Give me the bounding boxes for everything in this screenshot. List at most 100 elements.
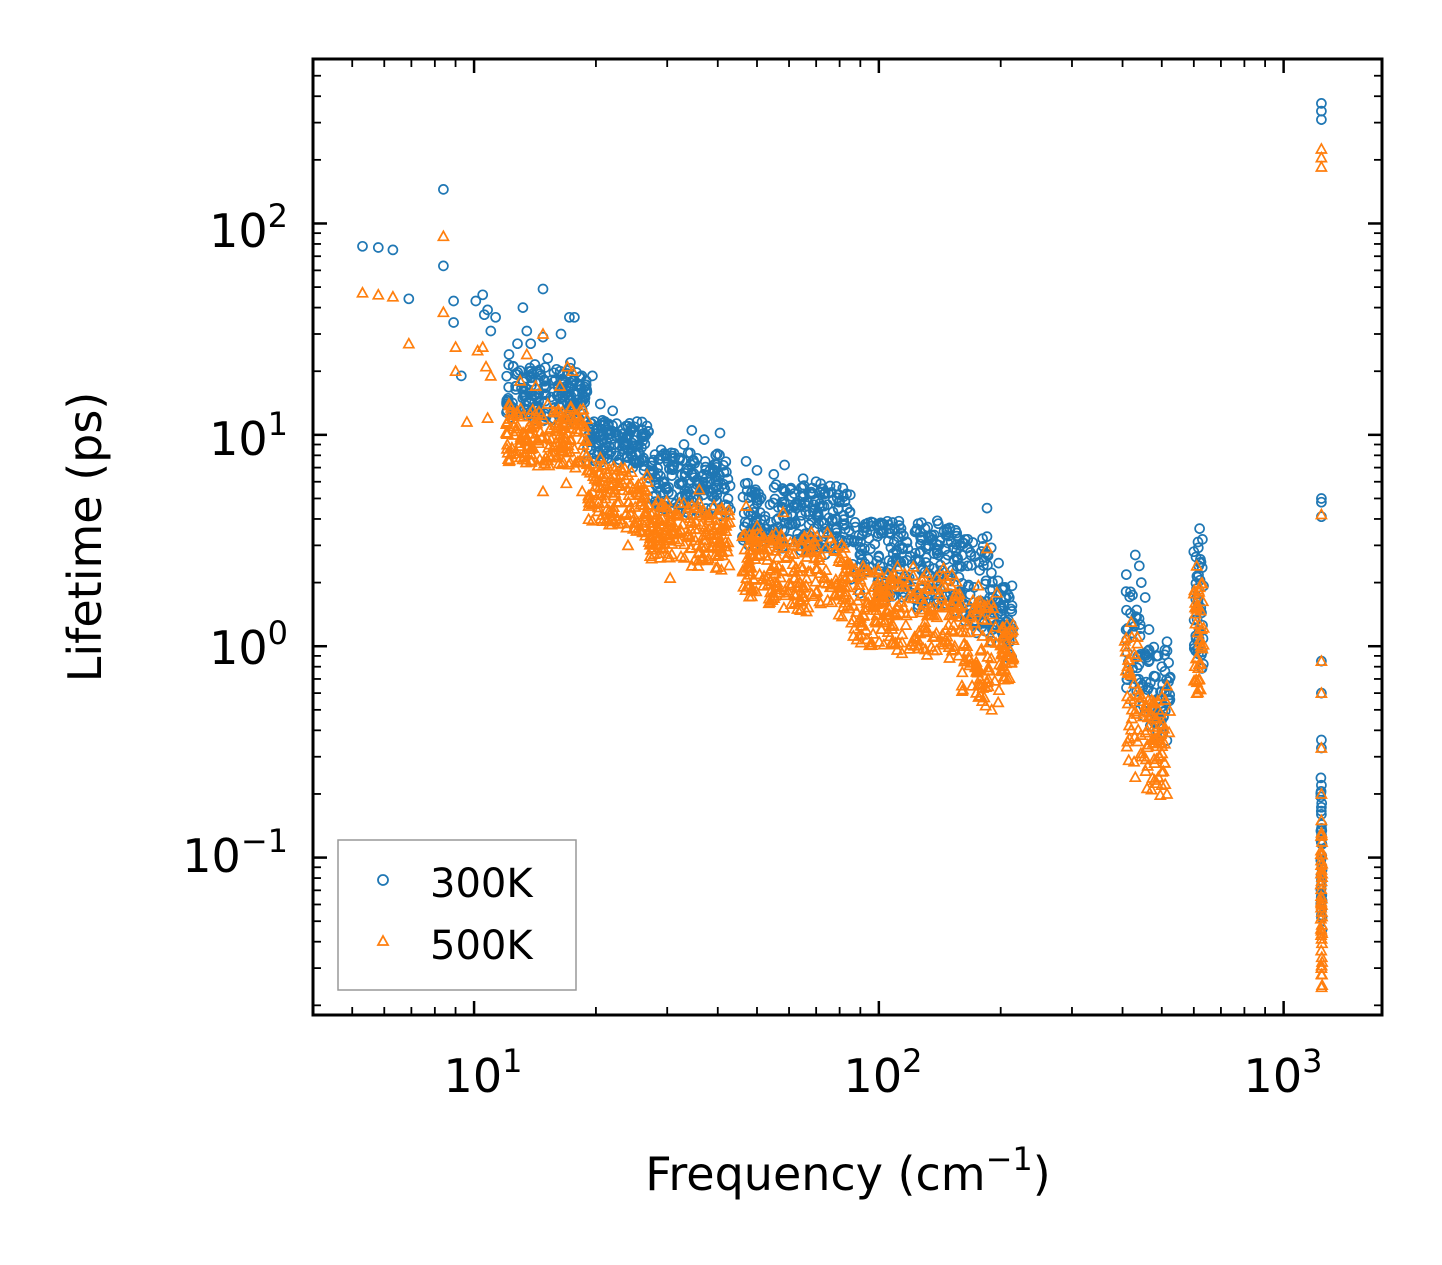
- data-point: [663, 571, 677, 583]
- data-point: [1130, 630, 1144, 642]
- data-point: [601, 437, 613, 449]
- data-point: [709, 470, 721, 481]
- data-point: [742, 561, 756, 573]
- data-point: [941, 526, 953, 538]
- data-point: [372, 242, 384, 253]
- data-point: [1124, 615, 1138, 627]
- data-point: [953, 599, 967, 611]
- data-point: [876, 525, 887, 537]
- data-point: [787, 547, 800, 560]
- data-point: [579, 392, 591, 404]
- data-point: [852, 535, 863, 547]
- data-point: [798, 480, 810, 491]
- data-point: [938, 600, 952, 613]
- data-point: [448, 317, 459, 328]
- data-point: [722, 503, 736, 516]
- data-point: [1141, 705, 1155, 718]
- data-point: [1315, 980, 1329, 993]
- data-point: [751, 549, 765, 561]
- series-500k: [356, 142, 1329, 993]
- data-point: [655, 511, 669, 524]
- data-point: [549, 450, 563, 463]
- data-point: [569, 417, 582, 430]
- data-point: [960, 639, 974, 652]
- data-point: [855, 548, 867, 560]
- data-point: [683, 530, 697, 543]
- data-point: [502, 412, 516, 424]
- x-tick-labels: 101 102 103: [444, 1042, 1323, 1103]
- data-point: [1314, 787, 1328, 799]
- data-point: [598, 470, 612, 483]
- data-point: [580, 412, 594, 424]
- data-point: [484, 369, 498, 381]
- legend-box: [337, 839, 577, 991]
- data-point: [1190, 686, 1204, 698]
- data-point: [924, 577, 938, 589]
- data-point: [715, 521, 729, 534]
- data-point: [1315, 772, 1327, 784]
- data-point: [544, 432, 558, 445]
- data-point: [645, 551, 659, 564]
- data-point: [721, 544, 735, 557]
- data-point: [665, 523, 679, 536]
- data-point: [795, 533, 809, 546]
- data-point: [1140, 781, 1154, 794]
- data-point: [742, 517, 753, 529]
- data-point: [985, 607, 999, 620]
- data-point: [580, 379, 591, 391]
- data-point: [371, 288, 385, 300]
- data-point: [743, 568, 757, 580]
- data-point: [1119, 631, 1133, 643]
- data-point: [683, 541, 697, 553]
- data-point: [512, 338, 523, 350]
- data-point: [767, 532, 781, 545]
- data-point: [525, 453, 538, 466]
- data-point: [869, 597, 883, 610]
- data-point: [965, 679, 979, 691]
- data-point: [820, 525, 834, 538]
- data-point: [918, 615, 932, 627]
- data-point: [1196, 594, 1210, 607]
- data-point: [742, 579, 756, 592]
- data-point: [485, 325, 497, 337]
- data-point: [805, 587, 819, 600]
- data-point: [1143, 624, 1155, 635]
- data-point: [995, 658, 1009, 671]
- y-axis-label: Lifetime (ps): [58, 392, 112, 683]
- data-point: [895, 627, 909, 640]
- data-point: [591, 504, 605, 517]
- data-point: [650, 521, 664, 534]
- data-point: [648, 454, 659, 466]
- data-point: [1161, 645, 1173, 657]
- data-point: [1163, 704, 1177, 716]
- data-point: [857, 563, 871, 575]
- data-point: [801, 600, 815, 613]
- data-point: [788, 501, 800, 512]
- data-point: [577, 446, 591, 458]
- data-point: [1002, 671, 1016, 683]
- data-point: [1155, 739, 1169, 752]
- data-point: [958, 653, 972, 665]
- data-point: [477, 289, 489, 301]
- data-point: [881, 567, 895, 580]
- data-point: [664, 463, 675, 475]
- x-axis-label: Frequency (cm−1): [645, 1140, 1050, 1201]
- data-point: [927, 608, 941, 621]
- data-point: [621, 538, 635, 551]
- data-point: [724, 480, 736, 492]
- data-point: [356, 286, 369, 298]
- data-point: [471, 343, 485, 356]
- data-point: [861, 590, 875, 602]
- data-point: [810, 476, 822, 488]
- data-point: [670, 509, 684, 521]
- data-point: [582, 499, 596, 511]
- data-point: [536, 484, 550, 497]
- data-point: [1156, 661, 1168, 673]
- data-point: [640, 429, 652, 441]
- data-point: [1121, 604, 1132, 616]
- data-point: [917, 598, 931, 610]
- data-point: [1128, 770, 1142, 783]
- data-point: [1315, 932, 1329, 944]
- data-point: [890, 643, 904, 655]
- data-point: [520, 347, 534, 360]
